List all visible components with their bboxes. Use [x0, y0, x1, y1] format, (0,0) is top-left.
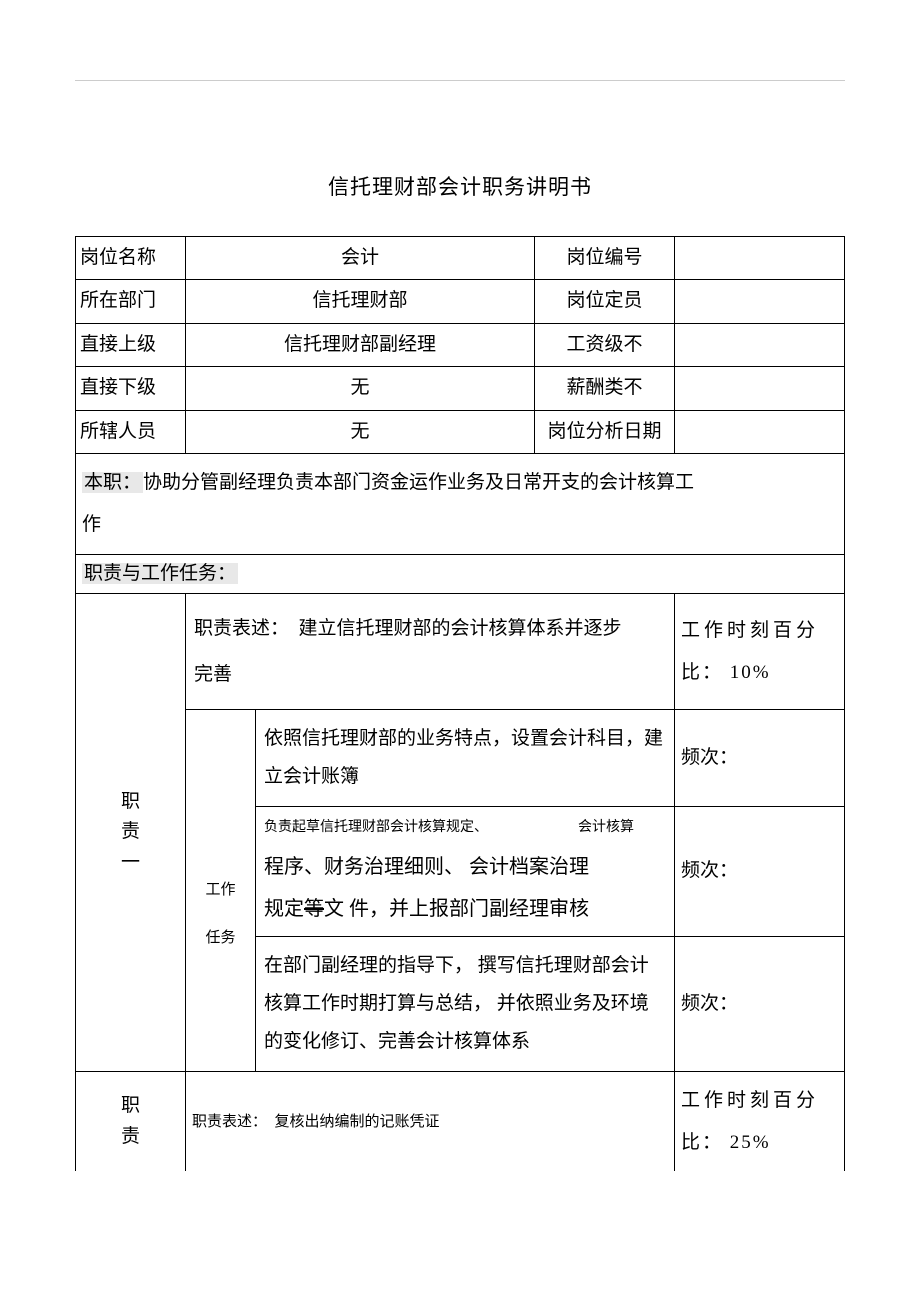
main-duty-label: 本职： [82, 472, 143, 493]
value-headcount [675, 280, 845, 323]
duty1-task1-freq: 频次： [675, 710, 845, 807]
header-row-position-name: 岗位名称 会计 岗位编号 [76, 237, 845, 280]
duty1-task2-text: 负责起草信托理财部会计核算规定、 会计核算 程序、财务治理细则、 会计档案治理 … [256, 807, 675, 937]
label-salary-level: 工资级不 [535, 323, 675, 366]
section-header-label: 职责与工作任务： [82, 563, 238, 584]
duty1-percent-value: 比： 10% [681, 662, 771, 683]
value-analysis-date [675, 410, 845, 453]
section-header-row: 职责与工作任务： [76, 554, 845, 593]
duty2-desc-row: 职责 职责表述： 复核出纳编制的记账凭证 工作时刻百分 比： 25% [76, 1071, 845, 1171]
label-analysis-date: 岗位分析日期 [535, 410, 675, 453]
value-position-name: 会计 [186, 237, 535, 280]
duty2-desc-label: 职责表述： [192, 1114, 267, 1130]
value-position-code [675, 237, 845, 280]
duty1-task3-freq: 频次： [675, 936, 845, 1071]
duty1-desc-cell: 职责表述： 建立信托理财部的会计核算体系并逐步 完善 [186, 593, 675, 709]
duty2-desc-cell: 职责表述： 复核出纳编制的记账凭证 [186, 1071, 675, 1171]
duty1-task-label: 工作任务 [186, 710, 256, 1072]
duty1-percent-cell: 工作时刻百分 比： 10% [675, 593, 845, 709]
label-supervisor: 直接上级 [76, 323, 186, 366]
value-subordinate: 无 [186, 367, 535, 410]
label-staff: 所辖人员 [76, 410, 186, 453]
duty1-task2-freq: 频次： [675, 807, 845, 937]
duty2-percent-label: 工作时刻百分 [681, 1090, 819, 1111]
duty2-percent-cell: 工作时刻百分 比： 25% [675, 1071, 845, 1171]
duty1-task2-line2: 程序、财务治理细则、 会计档案治理 [264, 848, 674, 886]
document-title: 信托理财部会计职务讲明书 [75, 171, 845, 201]
duty1-task2-line3: 规定等文 件，并上报部门副经理审核 [264, 890, 674, 928]
label-department: 所在部门 [76, 280, 186, 323]
header-row-subordinate: 直接下级 无 薪酬类不 [76, 367, 845, 410]
section-header-cell: 职责与工作任务： [76, 554, 845, 593]
duty2-desc-text: 复核出纳编制的记账凭证 [275, 1114, 440, 1130]
duty1-task1-text: 依照信托理财部的业务特点，设置会计科目，建立会计账簿 [256, 710, 675, 807]
duty2-side-label: 职责 [76, 1071, 186, 1171]
duty1-desc-row: 职责一 职责表述： 建立信托理财部的会计核算体系并逐步 完善 工作时刻百分 比：… [76, 593, 845, 709]
label-position-name: 岗位名称 [76, 237, 186, 280]
top-horizontal-rule [75, 80, 845, 81]
label-subordinate: 直接下级 [76, 367, 186, 410]
duty1-percent-label: 工作时刻百分 [681, 620, 819, 641]
main-duty-line1: 协助分管副经理负责本部门资金运作业务及日常开支的会计核算工 [143, 472, 694, 493]
label-headcount: 岗位定员 [535, 280, 675, 323]
duty2-percent-value: 比： 25% [681, 1132, 771, 1153]
header-row-supervisor: 直接上级 信托理财部副经理 工资级不 [76, 323, 845, 366]
job-description-table: 岗位名称 会计 岗位编号 所在部门 信托理财部 岗位定员 直接上级 信托理财部副… [75, 236, 845, 1171]
duty1-task3-text: 在部门副经理的指导下， 撰写信托理财部会计核算工作时期打算与总结， 并依照业务及… [256, 936, 675, 1071]
value-salary-type [675, 367, 845, 410]
duty1-task1-row: 工作任务 依照信托理财部的业务特点，设置会计科目，建立会计账簿 频次： [76, 710, 845, 807]
value-staff: 无 [186, 410, 535, 453]
duty1-desc-text-2: 完善 [194, 664, 232, 685]
label-position-code: 岗位编号 [535, 237, 675, 280]
header-row-staff: 所辖人员 无 岗位分析日期 [76, 410, 845, 453]
main-duty-row: 本职：协助分管副经理负责本部门资金运作业务及日常开支的会计核算工 作 [76, 453, 845, 554]
duty1-task2-line1-right: 会计核算 [578, 815, 634, 842]
value-supervisor: 信托理财部副经理 [186, 323, 535, 366]
value-salary-level [675, 323, 845, 366]
duty1-task2-line1-left: 负责起草信托理财部会计核算规定、 [264, 815, 488, 842]
main-duty-cell: 本职：协助分管副经理负责本部门资金运作业务及日常开支的会计核算工 作 [76, 453, 845, 554]
duty1-side-label: 职责一 [76, 593, 186, 1071]
header-row-department: 所在部门 信托理财部 岗位定员 [76, 280, 845, 323]
label-salary-type: 薪酬类不 [535, 367, 675, 410]
duty1-desc-label: 职责表述： [194, 618, 289, 639]
main-duty-line2: 作 [82, 514, 101, 535]
value-department: 信托理财部 [186, 280, 535, 323]
duty1-desc-text-1: 建立信托理财部的会计核算体系并逐步 [299, 618, 622, 639]
